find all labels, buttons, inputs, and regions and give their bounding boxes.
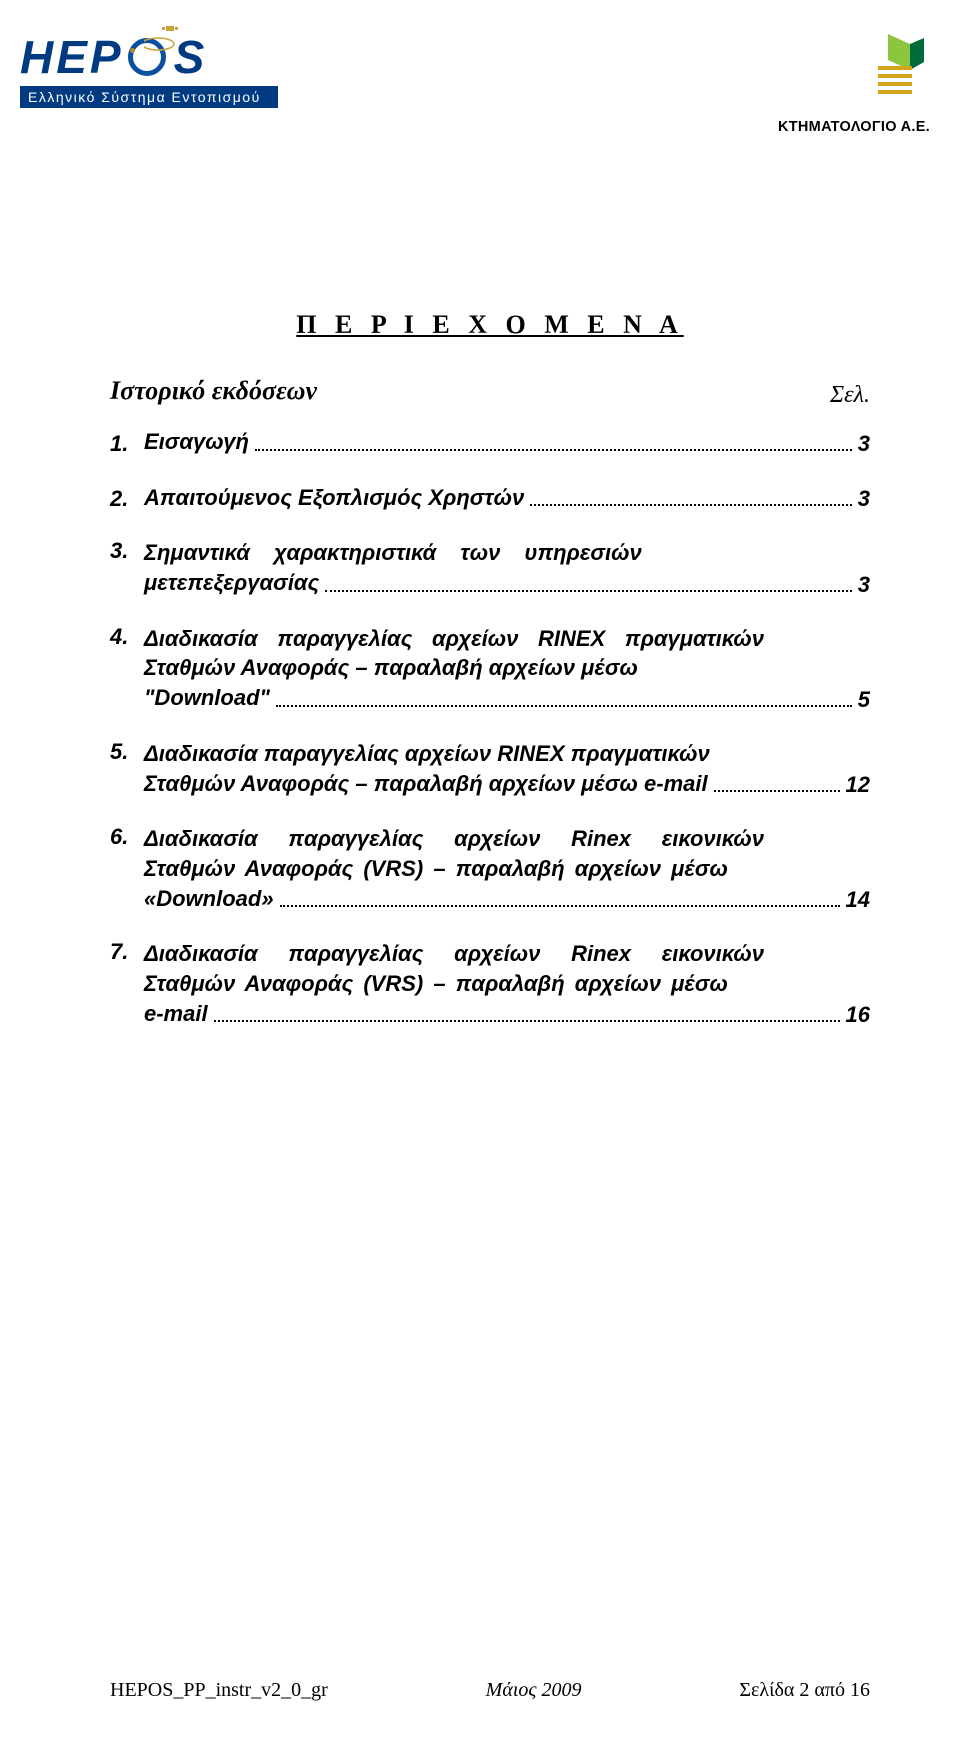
toc-item-label-last: «Download» <box>144 884 274 914</box>
leader-dots <box>714 790 840 792</box>
toc-item-label: Σημαντικά χαρακτηριστικά των υπηρεσιών <box>144 538 642 568</box>
page-footer: HEPOS_PP_instr_v2_0_gr Μάιος 2009 Σελίδα… <box>110 1679 870 1702</box>
toc-item-page: 14 <box>846 887 870 913</box>
leader-dots <box>214 1020 840 1022</box>
hepos-wordmark: H E P S <box>20 30 280 84</box>
toc-item-num: 4. <box>110 624 144 683</box>
toc-item-label: Εισαγωγή <box>144 427 249 457</box>
toc-list: 1. Εισαγωγή 3 2. Απαιτούμενος Εξοπλισμός… <box>110 427 870 1028</box>
toc-item: 5. Διαδικασία παραγγελίας αρχείων RINEX … <box>110 739 870 798</box>
toc-item-page: 5 <box>858 687 870 713</box>
leader-dots <box>280 905 840 907</box>
toc-item-num: 2. <box>110 486 144 512</box>
toc-title: Π Ε Ρ Ι Ε Χ Ο Μ Ε Ν Α <box>110 310 870 340</box>
leader-dots <box>255 449 852 451</box>
toc-item: 4. Διαδικασία παραγγελίας αρχείων RINEX … <box>110 624 870 713</box>
toc-item-label: Απαιτούμενος Εξοπλισμός Χρηστών <box>144 483 524 513</box>
toc-item-label: Διαδικασία παραγγελίας αρχείων RINEX πρα… <box>144 739 710 769</box>
ktimatologio-logo-icon <box>868 30 930 113</box>
toc-item-page: 3 <box>858 572 870 598</box>
leader-dots <box>276 705 852 707</box>
toc-item-label-last: e-mail <box>144 999 208 1029</box>
toc-item-label-last: "Download" <box>144 683 270 713</box>
toc-content: Π Ε Ρ Ι Ε Χ Ο Μ Ε Ν Α Ιστορικό εκδόσεων … <box>110 310 870 1028</box>
ktimatologio-label: ΚΤΗΜΑΤΟΛΟΓΙΟ Α.Ε. <box>710 119 930 135</box>
toc-item-num: 7. <box>110 939 144 998</box>
toc-item-page: 3 <box>858 486 870 512</box>
hepos-logo: H E P S Ελληνικό Σύστημα Εντοπισμού <box>20 30 280 108</box>
leader-dots <box>325 590 852 592</box>
toc-item-page: 16 <box>846 1002 870 1028</box>
toc-item: 2. Απαιτούμενος Εξοπλισμός Χρηστών 3 <box>110 483 870 513</box>
toc-item-num: 3. <box>110 538 144 568</box>
toc-item: 3. Σημαντικά χαρακτηριστικά των υπηρεσιώ… <box>110 538 870 597</box>
toc-item-label: Διαδικασία παραγγελίας αρχείων Rinex εικ… <box>144 824 764 883</box>
hepos-subtitle: Ελληνικό Σύστημα Εντοπισμού <box>20 86 278 108</box>
toc-item: 7. Διαδικασία παραγγελίας αρχείων Rinex … <box>110 939 870 1028</box>
toc-item-label-last: μετεπεξεργασίας <box>144 568 319 598</box>
toc-item-label: Διαδικασία παραγγελίας αρχείων RINEX πρα… <box>144 624 764 683</box>
ktimatologio-block: ΚΤΗΜΑΤΟΛΟΓΙΟ Α.Ε. <box>710 30 930 135</box>
toc-item: 6. Διαδικασία παραγγελίας αρχείων Rinex … <box>110 824 870 913</box>
page-header: H E P S Ελληνικό Σύστημα Εντοπισμού <box>110 30 870 160</box>
hepos-globe-icon <box>124 34 170 80</box>
footer-center: Μάιος 2009 <box>486 1679 582 1702</box>
toc-item-label-last: Σταθμών Αναφοράς – παραλαβή αρχείων μέσω… <box>144 769 708 799</box>
toc-item-page: 3 <box>858 431 870 457</box>
footer-left: HEPOS_PP_instr_v2_0_gr <box>110 1679 328 1702</box>
satellite-icon <box>144 22 184 52</box>
toc-item: 1. Εισαγωγή 3 <box>110 427 870 457</box>
toc-item-label: Διαδικασία παραγγελίας αρχείων Rinex εικ… <box>144 939 764 998</box>
leader-dots <box>530 504 851 506</box>
toc-item-num: 6. <box>110 824 144 883</box>
toc-item-num: 1. <box>110 431 144 457</box>
footer-right: Σελίδα 2 από 16 <box>739 1679 870 1702</box>
toc-item-page: 12 <box>846 772 870 798</box>
toc-item-num: 5. <box>110 739 144 769</box>
